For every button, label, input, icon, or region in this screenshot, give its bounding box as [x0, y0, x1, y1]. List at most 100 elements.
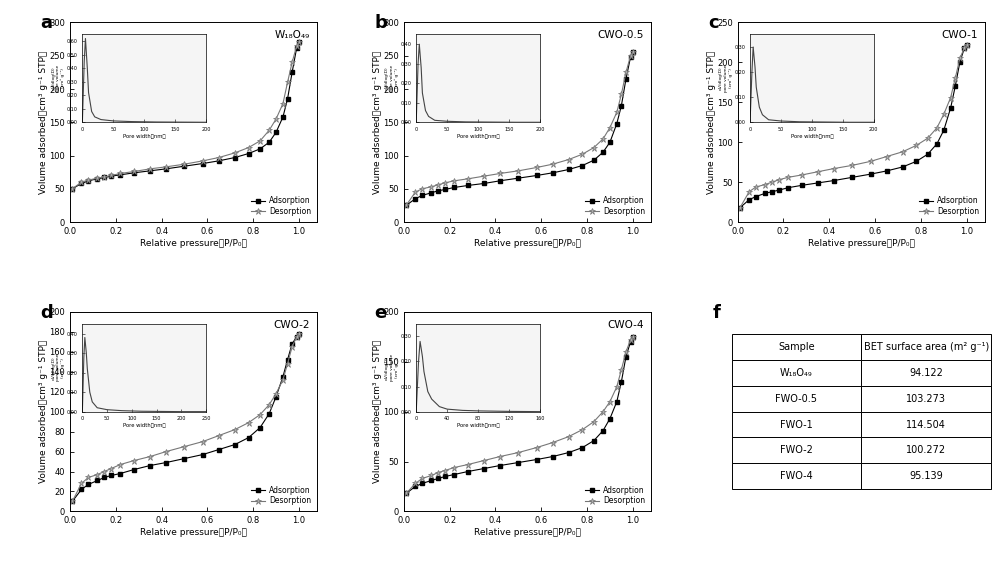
Desorption	[178, 443, 190, 450]
Desorption	[75, 480, 87, 487]
Desorption	[588, 144, 600, 151]
Adsorption	[432, 475, 444, 482]
Adsorption	[114, 171, 126, 178]
Desorption	[282, 79, 294, 86]
Desorption	[98, 468, 110, 475]
Adsorption	[576, 444, 588, 451]
Desorption	[782, 174, 794, 181]
Adsorption	[611, 398, 623, 405]
Desorption	[105, 172, 117, 179]
Adsorption	[773, 187, 785, 193]
Desorption	[400, 490, 412, 497]
Desorption	[759, 181, 771, 188]
Adsorption	[743, 196, 755, 203]
Adsorption	[563, 449, 575, 456]
Desorption	[625, 337, 637, 343]
Adsorption	[213, 446, 225, 453]
Desorption	[922, 135, 934, 142]
Adsorption	[782, 184, 794, 191]
Adsorption	[282, 356, 294, 363]
Desorption	[439, 179, 451, 186]
Adsorption	[881, 167, 893, 174]
Adsorption	[462, 182, 474, 189]
Desorption	[243, 419, 255, 426]
Adsorption	[293, 330, 305, 337]
Desorption	[282, 360, 294, 367]
Desorption	[531, 444, 543, 451]
Desorption	[91, 175, 103, 182]
Adsorption	[448, 471, 460, 478]
Text: CWO-1: CWO-1	[941, 30, 978, 40]
Desorption	[881, 153, 893, 160]
Desorption	[293, 330, 305, 337]
Desorption	[563, 433, 575, 440]
Desorption	[743, 188, 755, 195]
Adsorption	[949, 83, 961, 90]
Desorption	[812, 169, 824, 175]
Adsorption	[750, 193, 762, 200]
Desorption	[945, 94, 957, 101]
Desorption	[400, 202, 412, 209]
Adsorption	[425, 477, 437, 484]
Adsorption	[114, 470, 126, 477]
Adsorption	[897, 164, 909, 170]
Desorption	[254, 411, 266, 418]
Desorption	[512, 449, 524, 456]
Adsorption	[627, 333, 639, 340]
Adsorption	[945, 105, 957, 111]
Adsorption	[588, 157, 600, 164]
Desorption	[547, 439, 559, 446]
Desorption	[938, 111, 950, 117]
Desorption	[98, 174, 110, 180]
Adsorption	[620, 76, 632, 83]
Desorption	[620, 348, 632, 355]
Line: Adsorption: Adsorption	[70, 332, 301, 504]
Desorption	[439, 467, 451, 474]
Desorption	[625, 52, 637, 59]
Adsorption	[494, 462, 506, 469]
Desorption	[160, 164, 172, 170]
Desorption	[494, 170, 506, 177]
Adsorption	[291, 44, 303, 51]
Adsorption	[547, 170, 559, 176]
Desorption	[293, 39, 305, 46]
Adsorption	[144, 462, 156, 469]
Desorption	[286, 59, 298, 66]
Line: Desorption: Desorption	[737, 42, 970, 211]
Adsorption	[531, 456, 543, 463]
Adsorption	[425, 189, 437, 196]
Adsorption	[98, 174, 110, 181]
Desorption	[213, 154, 225, 161]
Desorption	[66, 185, 78, 192]
Text: f: f	[713, 304, 721, 322]
Adsorption	[400, 490, 412, 497]
Desorption	[91, 471, 103, 478]
Desorption	[531, 164, 543, 171]
Adsorption	[958, 44, 970, 51]
Line: Desorption: Desorption	[403, 334, 636, 497]
Text: CWO-2: CWO-2	[273, 320, 310, 330]
Adsorption	[576, 162, 588, 169]
Desorption	[128, 168, 140, 175]
Desorption	[604, 124, 616, 131]
Adsorption	[66, 498, 78, 505]
Desorption	[734, 205, 746, 211]
Desorption	[576, 151, 588, 157]
Adsorption	[282, 96, 294, 102]
Desorption	[766, 179, 778, 185]
Desorption	[229, 149, 241, 156]
Adsorption	[512, 459, 524, 466]
Adsorption	[478, 465, 490, 472]
Desorption	[611, 383, 623, 390]
Desorption	[954, 55, 966, 62]
Desorption	[604, 398, 616, 405]
Text: a: a	[40, 15, 52, 33]
Line: Adsorption: Adsorption	[738, 43, 969, 210]
Adsorption	[432, 187, 444, 194]
Desorption	[160, 448, 172, 455]
Adsorption	[615, 102, 627, 109]
Line: Adsorption: Adsorption	[404, 51, 635, 207]
Desorption	[478, 173, 490, 179]
Desorption	[409, 189, 421, 196]
Adsorption	[512, 175, 524, 182]
